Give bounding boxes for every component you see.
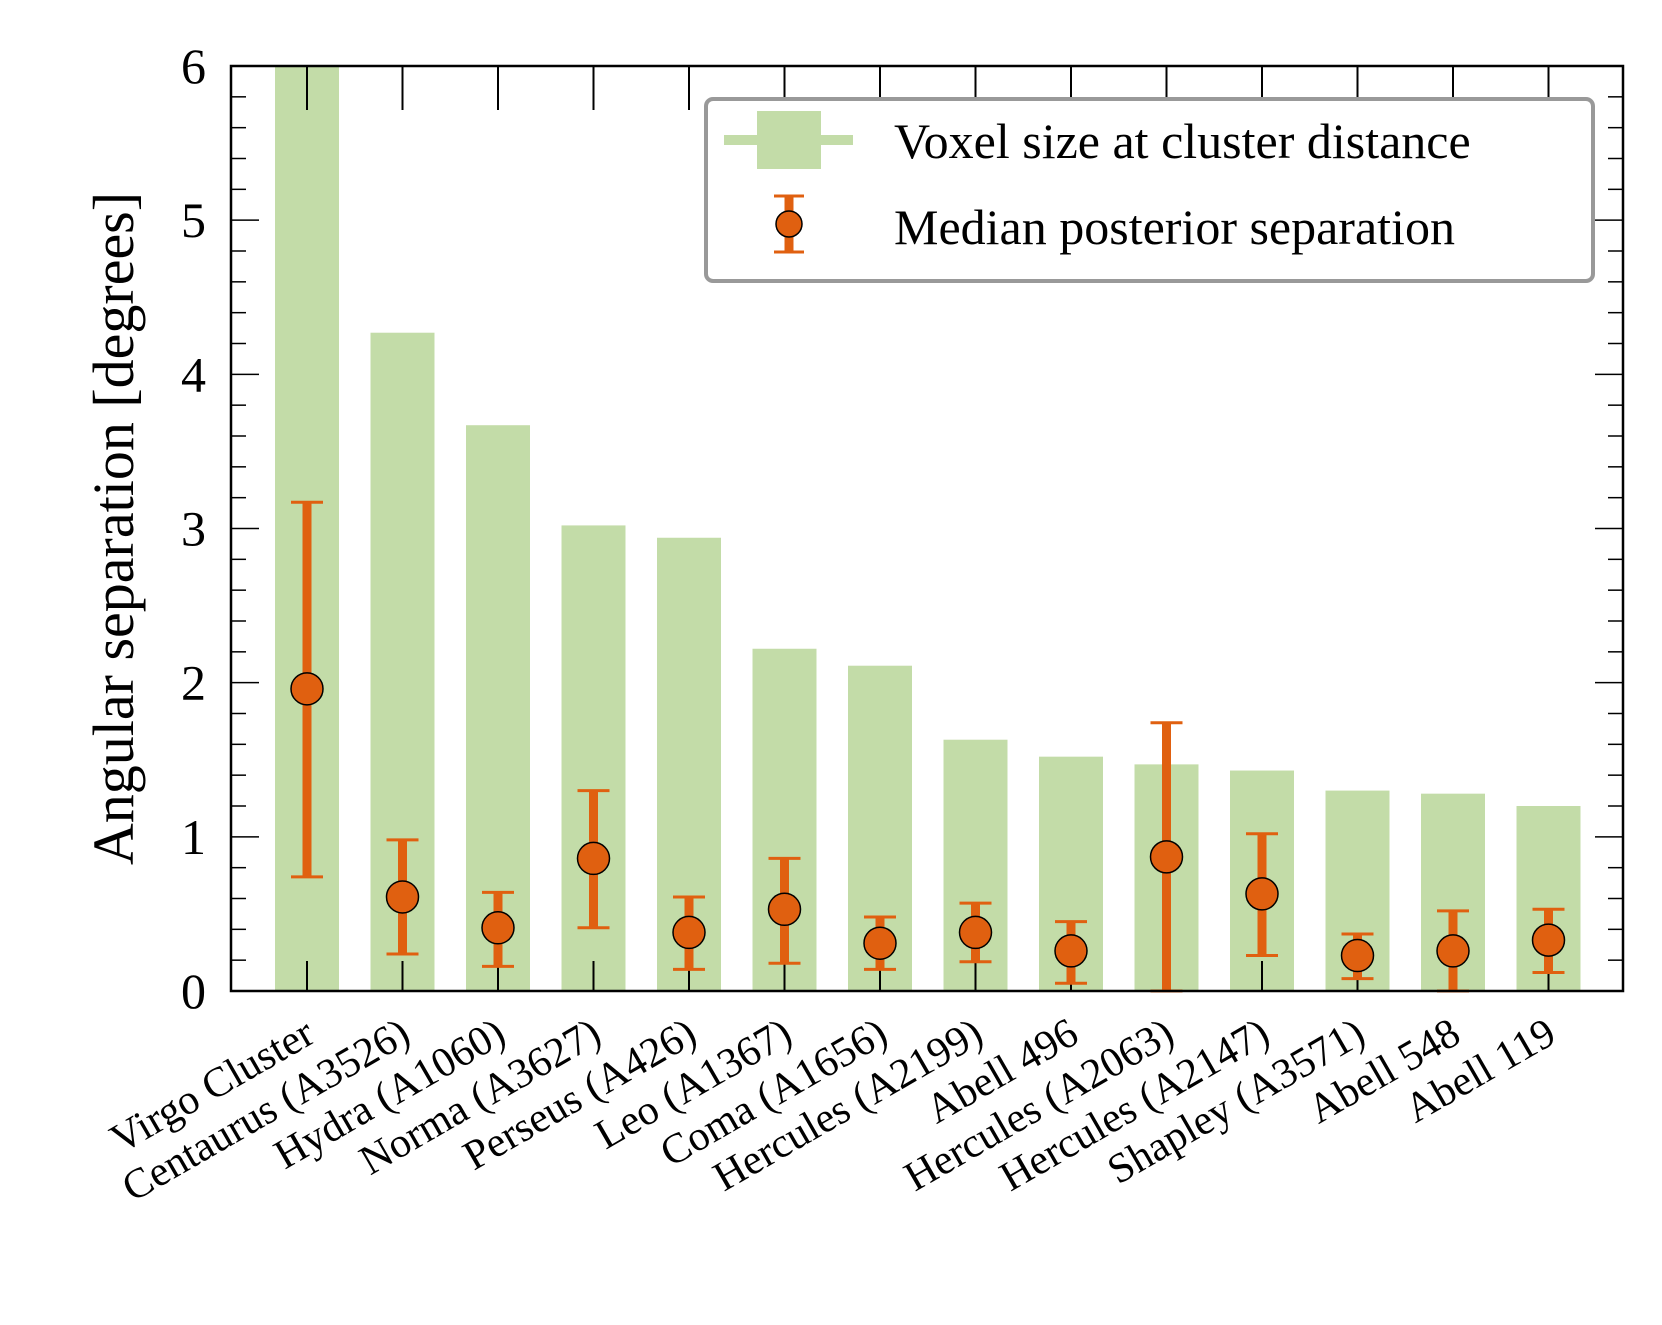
y-tick-label: 3 [181,501,206,557]
median-point [1149,840,1184,874]
axes: 0 1 2 3 4 5 6 [181,38,1623,1019]
y-tick-label: 1 [181,809,206,865]
median-point [1340,938,1375,973]
legend-bar-swatch [757,111,821,169]
median-point [1054,934,1088,968]
median-point [1436,934,1470,968]
legend-frame [704,97,1595,283]
median-point [767,892,802,927]
legend-point-label: Median posterior separation [894,199,1455,255]
y-tick-label: 2 [181,655,206,711]
y-tick-label: 4 [181,346,206,402]
y-tick-label: 0 [181,963,206,1019]
median-point [1245,877,1279,911]
median-point [863,926,897,960]
legend-point-swatch [775,210,803,238]
median-point [481,911,515,945]
median-point [576,841,611,876]
y-tick-label: 5 [181,192,206,248]
median-point [958,915,993,950]
median-point [385,880,420,914]
y-axis-label: Angular separation [degrees] [81,192,146,865]
median-point [1531,923,1566,957]
y-tick-label: 6 [181,38,206,94]
median-points [290,672,1566,973]
legend-bar-label: Voxel size at cluster distance [894,113,1471,169]
legend: Voxel size at cluster distance Median po… [704,97,1595,283]
median-point [290,672,324,706]
median-point [672,915,706,950]
